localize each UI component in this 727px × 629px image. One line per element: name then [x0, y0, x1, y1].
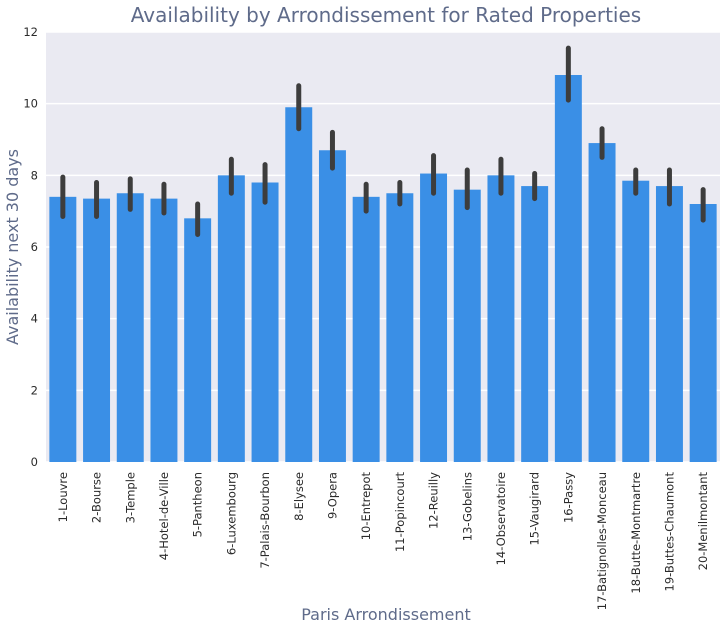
bar-8-Elysee [285, 107, 313, 462]
x-tick-label: 9-Opera [325, 472, 339, 519]
y-tick-label: 12 [23, 25, 38, 39]
bar-3-Temple [116, 193, 144, 462]
x-tick-label: 16-Passy [561, 472, 575, 523]
x-tick-label: 14-Observatoire [494, 472, 508, 565]
x-tick-label: 3-Temple [123, 472, 137, 523]
x-tick-label: 19-Buttes-Chaumont [662, 472, 676, 592]
bar-1-Louvre [49, 196, 77, 463]
y-tick-label: 10 [23, 97, 38, 111]
bar-18-Butte-Montmartre [622, 180, 650, 463]
error-bars [60, 45, 706, 237]
bars [49, 75, 717, 463]
bar-7-Palais-Bourbon [251, 182, 279, 462]
bar-16-Passy [554, 75, 582, 462]
x-tick-label: 15-Vaugirard [528, 472, 542, 546]
bar-11-Popincourt [386, 193, 414, 462]
x-tick-label: 5-Pantheon [191, 472, 205, 537]
x-axis-ticks: 1-Louvre 2-Bourse 3-Temple 4-Hotel-de-Ville… [56, 472, 710, 611]
x-tick-label: 10-Entrepot [359, 472, 373, 541]
x-tick-label: 7-Palais-Bourbon [258, 472, 272, 569]
bar-17-Batignolles-Monceau [588, 143, 616, 463]
bar-9-Opera [318, 150, 346, 462]
bar-19-Buttes-Chaumont [655, 186, 683, 463]
bar-20-Menilmontant [689, 204, 717, 462]
x-tick-label: 20-Menilmontant [696, 472, 710, 571]
bar-10-Entrepot [352, 196, 380, 463]
y-tick-label: 0 [31, 455, 38, 469]
x-tick-label: 13-Gobelins [460, 472, 474, 541]
bar-6-Luxembourg [217, 175, 245, 463]
bar-5-Pantheon [184, 218, 212, 462]
bar-4-Hotel-de-Ville [150, 198, 178, 462]
x-tick-label: 6-Luxembourg [224, 472, 238, 555]
x-axis-label: Paris Arrondissement [301, 605, 471, 624]
y-tick-label: 4 [31, 312, 38, 326]
x-tick-label: 12-Reuilly [427, 472, 441, 529]
x-tick-label: 11-Popincourt [393, 472, 407, 553]
bar-15-Vaugirard [521, 186, 549, 463]
bar-12-Reuilly [420, 173, 448, 462]
x-tick-label: 1-Louvre [56, 472, 70, 522]
y-axis-label: Availability next 30 days [3, 149, 22, 345]
bar-2-Bourse [83, 198, 111, 462]
x-tick-label: 4-Hotel-de-Ville [157, 472, 171, 560]
y-tick-label: 2 [31, 383, 38, 397]
x-tick-label: 2-Bourse [90, 472, 104, 523]
y-axis-ticks: 0 2 4 6 8 10 12 [23, 25, 38, 469]
bar-14-Observatoire [487, 175, 515, 463]
bar-13-Gobelins [453, 189, 481, 462]
x-tick-label: 8-Elysee [292, 472, 306, 521]
y-tick-label: 8 [31, 168, 38, 182]
x-tick-label: 17-Batignolles-Monceau [595, 472, 609, 610]
y-tick-label: 6 [31, 240, 38, 254]
x-tick-label: 18-Butte-Montmartre [629, 472, 643, 594]
chart-title: Availability by Arrondissement for Rated… [131, 3, 641, 27]
